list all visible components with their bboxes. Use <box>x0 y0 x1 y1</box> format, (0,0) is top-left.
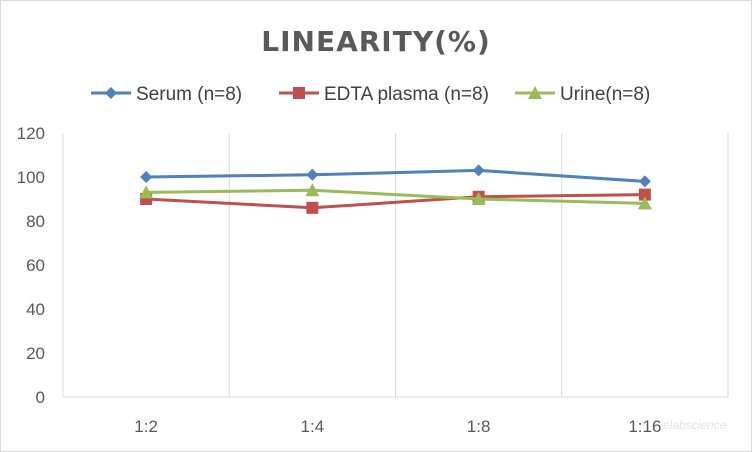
data-point-marker <box>139 185 154 199</box>
data-point-marker <box>638 175 651 188</box>
legend-label: EDTA plasma (n=8) <box>324 84 489 105</box>
y-tick-label: 80 <box>26 212 45 231</box>
series-group <box>139 183 652 210</box>
data-point-marker <box>637 196 652 210</box>
series-line <box>146 188 645 205</box>
x-tick-label: 1:16 <box>628 417 661 436</box>
data-point-marker <box>306 168 319 181</box>
data-point-marker <box>306 201 319 214</box>
data-point-marker <box>305 183 320 197</box>
data-point-marker <box>140 171 153 183</box>
chart-title: LINEARITY(%) <box>261 25 491 58</box>
data-point-marker <box>293 87 305 99</box>
y-tick-label: 100 <box>17 168 45 187</box>
data-point-marker <box>471 192 486 205</box>
y-tick-label: 0 <box>36 388 45 407</box>
legend-label: Serum (n=8) <box>136 84 242 105</box>
x-tick-label: 1:8 <box>467 417 491 436</box>
x-tick-label: 1:2 <box>134 417 158 436</box>
axes: 0 20 40 60 80 100 120 1:2 1:4 1:8 1:16 <box>17 124 728 436</box>
legend-item: Serum (n=8) <box>91 84 242 105</box>
legend-item: Urine(n=8) <box>515 84 650 105</box>
data-point-marker <box>638 188 651 201</box>
y-tick-label: 40 <box>26 300 45 319</box>
data-point-marker <box>472 164 485 177</box>
series-line <box>146 168 645 183</box>
legend: Serum (n=8) EDTA plasma (n=8) Urine(n=8) <box>91 84 650 105</box>
legend-label: Urine(n=8) <box>560 84 650 105</box>
legend-item: EDTA plasma (n=8) <box>279 84 489 105</box>
y-tick-label: 20 <box>26 344 45 363</box>
data-point-marker <box>528 86 542 99</box>
data-point-marker <box>105 87 117 99</box>
series-line <box>146 193 645 210</box>
y-tick-label: 60 <box>26 256 45 275</box>
y-tick-label: 120 <box>17 124 45 143</box>
series-layer <box>139 164 652 214</box>
x-tick-label: 1:4 <box>301 417 325 436</box>
series-group <box>140 164 651 188</box>
watermark: elabscience <box>663 418 727 432</box>
